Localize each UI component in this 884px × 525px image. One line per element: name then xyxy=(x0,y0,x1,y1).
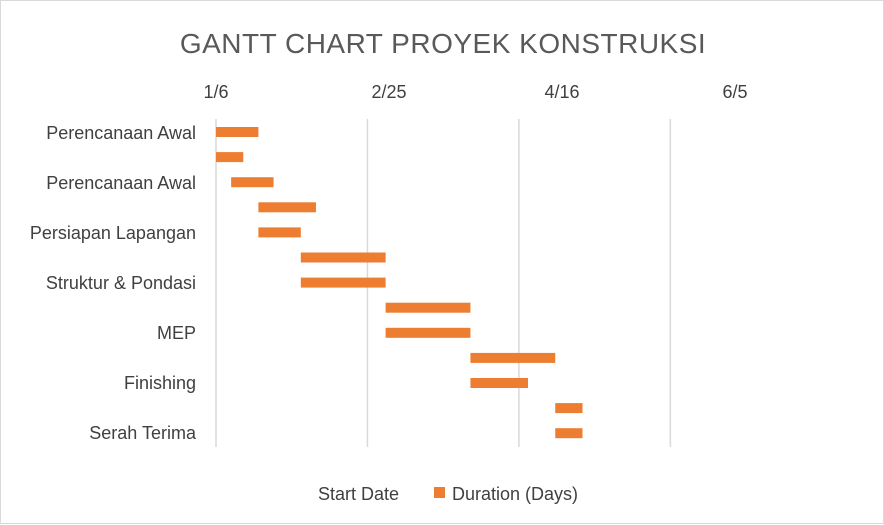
x-tick-label: 2/25 xyxy=(371,82,406,102)
duration-bar xyxy=(216,152,244,163)
y-category-label: Finishing xyxy=(124,373,196,393)
legend-label-duration: Duration (Days) xyxy=(452,484,578,504)
duration-bar xyxy=(385,327,471,338)
duration-bar xyxy=(555,403,583,414)
duration-bar xyxy=(300,252,386,263)
duration-bar xyxy=(300,277,386,288)
duration-bar xyxy=(470,378,528,388)
y-category-label: Perencanaan Awal xyxy=(46,123,196,143)
y-category-label: Persiapan Lapangan xyxy=(30,223,196,243)
duration-bar xyxy=(216,127,259,137)
x-tick-label: 1/6 xyxy=(203,82,228,102)
y-category-label: Struktur & Pondasi xyxy=(46,273,196,293)
y-category-label: Serah Terima xyxy=(89,423,197,443)
gridlines xyxy=(215,119,672,447)
duration-bar xyxy=(470,352,556,363)
duration-bar xyxy=(258,227,301,238)
duration-bar xyxy=(555,428,583,439)
x-tick-label: 6/5 xyxy=(722,82,747,102)
legend-swatch-duration xyxy=(434,487,445,498)
x-tick-label: 4/16 xyxy=(544,82,579,102)
duration-bars xyxy=(216,127,583,439)
chart-title: GANTT CHART PROYEK KONSTRUKSI xyxy=(180,28,706,59)
legend: Start Date Duration (Days) xyxy=(318,484,578,504)
legend-label-start-date: Start Date xyxy=(318,484,399,504)
y-category-label: MEP xyxy=(157,323,196,343)
y-category-label: Perencanaan Awal xyxy=(46,173,196,193)
duration-bar xyxy=(385,302,471,313)
duration-bar xyxy=(258,202,316,213)
duration-bar xyxy=(231,177,274,188)
